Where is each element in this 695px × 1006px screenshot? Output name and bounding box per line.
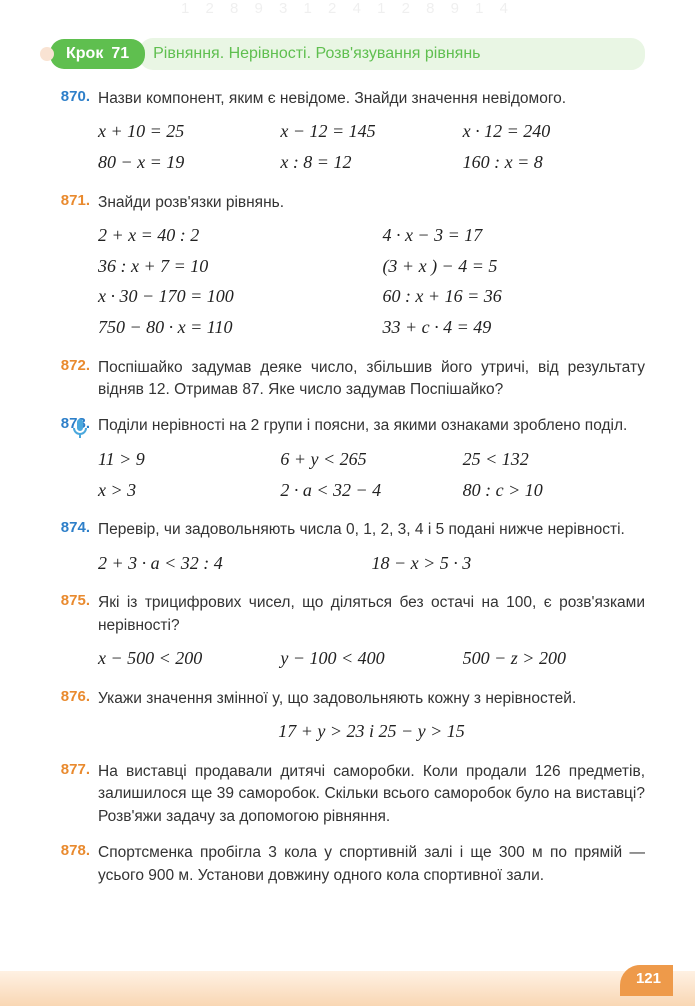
exercise-number: 870.: [50, 88, 98, 105]
exercise-text: Поділи нерівності на 2 групи і поясни, з…: [98, 415, 645, 437]
exercise-text: На виставці продавали дитячі саморобки. …: [98, 761, 645, 828]
exercise-number: 872.: [50, 357, 98, 374]
equation: 6 + y < 265: [280, 444, 462, 475]
equation: 33 + c · 4 = 49: [382, 312, 645, 343]
equation-row: 750 − 80 · x = 110 33 + c · 4 = 49: [98, 312, 645, 343]
exercise-number: 877.: [50, 761, 98, 778]
equation: x : 8 = 12: [280, 147, 462, 178]
equation: x + 10 = 25: [98, 116, 280, 147]
exercise-number: 871.: [50, 192, 98, 209]
equation-row: 36 : x + 7 = 10 (3 + x ) − 4 = 5: [98, 251, 645, 282]
page-number: 121: [620, 965, 673, 996]
microphone-icon: [68, 417, 92, 441]
exercise-number: 875.: [50, 592, 98, 609]
step-badge: Крок 71: [50, 39, 145, 69]
exercise-870: 870. Назви компонент, яким є невідоме. З…: [50, 88, 645, 178]
exercise-text: Знайди розв'язки рівнянь.: [98, 192, 645, 214]
lesson-header: Крок 71 Рівняння. Нерівності. Розв'язува…: [50, 38, 645, 70]
equation: 2 + x = 40 : 2: [98, 220, 382, 251]
equation: 11 > 9: [98, 444, 280, 475]
exercise-872: 872. Поспішайко задумав деяке число, збі…: [50, 357, 645, 402]
equation: x · 12 = 240: [463, 116, 645, 147]
equation-row: 80 − x = 19 x : 8 = 12 160 : x = 8: [98, 147, 645, 178]
equation: 60 : x + 16 = 36: [382, 281, 645, 312]
exercise-number: 874.: [50, 519, 98, 536]
equation: 80 : c > 10: [463, 475, 645, 506]
equation: 500 − z > 200: [463, 643, 645, 674]
exercise-876: 876. Укажи значення змінної y, що задово…: [50, 688, 645, 747]
equation: 160 : x = 8: [463, 147, 645, 178]
equation: 17 + y > 23 і 25 − y > 15: [278, 721, 465, 741]
equation: 80 − x = 19: [98, 147, 280, 178]
exercise-875: 875. Які із трицифрових чисел, що ділять…: [50, 592, 645, 674]
equation-row: x + 10 = 25 x − 12 = 145 x · 12 = 240: [98, 116, 645, 147]
equation: y − 100 < 400: [280, 643, 462, 674]
equation-row: x > 3 2 · a < 32 − 4 80 : c > 10: [98, 475, 645, 506]
equation-row: 2 + 3 · a < 32 : 4 18 − x > 5 · 3: [98, 548, 645, 579]
equation: 36 : x + 7 = 10: [98, 251, 382, 282]
equation: x − 12 = 145: [280, 116, 462, 147]
exercise-873: 873. Поділи нерівності на 2 групи і пояс…: [50, 415, 645, 505]
exercise-text: Поспішайко задумав деяке число, збільшив…: [98, 357, 645, 402]
exercise-877: 877. На виставці продавали дитячі саморо…: [50, 761, 645, 828]
exercise-text: Укажи значення змінної y, що задовольняю…: [98, 688, 645, 710]
equation: 2 · a < 32 − 4: [280, 475, 462, 506]
equation: (3 + x ) − 4 = 5: [382, 251, 645, 282]
lesson-title: Рівняння. Нерівності. Розв'язування рівн…: [139, 38, 645, 70]
top-decoration: 1 2 8 9 3 1 2 4 1 2 8 9 1 4: [0, 0, 695, 25]
exercise-number: 878.: [50, 842, 98, 859]
equation-row: x − 500 < 200 y − 100 < 400 500 − z > 20…: [98, 643, 645, 674]
step-number: 71: [111, 45, 129, 63]
step-label: Крок: [66, 45, 103, 63]
equation: 25 < 132: [463, 444, 645, 475]
exercise-number: 876.: [50, 688, 98, 705]
equation: 2 + 3 · a < 32 : 4: [98, 548, 372, 579]
equation: x > 3: [98, 475, 280, 506]
exercise-text: Спортсменка пробігла 3 кола у спортивній…: [98, 842, 645, 887]
exercise-text: Перевір, чи задовольняють числа 0, 1, 2,…: [98, 519, 645, 541]
equation: 4 · x − 3 = 17: [382, 220, 645, 251]
footer-band: [0, 971, 695, 1006]
equation: x − 500 < 200: [98, 643, 280, 674]
exercise-text: Назви компонент, яким є невідоме. Знайди…: [98, 88, 645, 110]
exercise-878: 878. Спортсменка пробігла 3 кола у спорт…: [50, 842, 645, 887]
exercise-871: 871. Знайди розв'язки рівнянь. 2 + x = 4…: [50, 192, 645, 343]
equation: 18 − x > 5 · 3: [372, 548, 646, 579]
equation: x · 30 − 170 = 100: [98, 281, 382, 312]
equation-row: 11 > 9 6 + y < 265 25 < 132: [98, 444, 645, 475]
equation-row: x · 30 − 170 = 100 60 : x + 16 = 36: [98, 281, 645, 312]
equation: 750 − 80 · x = 110: [98, 312, 382, 343]
exercise-text: Які із трицифрових чисел, що діляться бе…: [98, 592, 645, 637]
equation-row: 2 + x = 40 : 2 4 · x − 3 = 17: [98, 220, 645, 251]
exercise-874: 874. Перевір, чи задовольняють числа 0, …: [50, 519, 645, 578]
